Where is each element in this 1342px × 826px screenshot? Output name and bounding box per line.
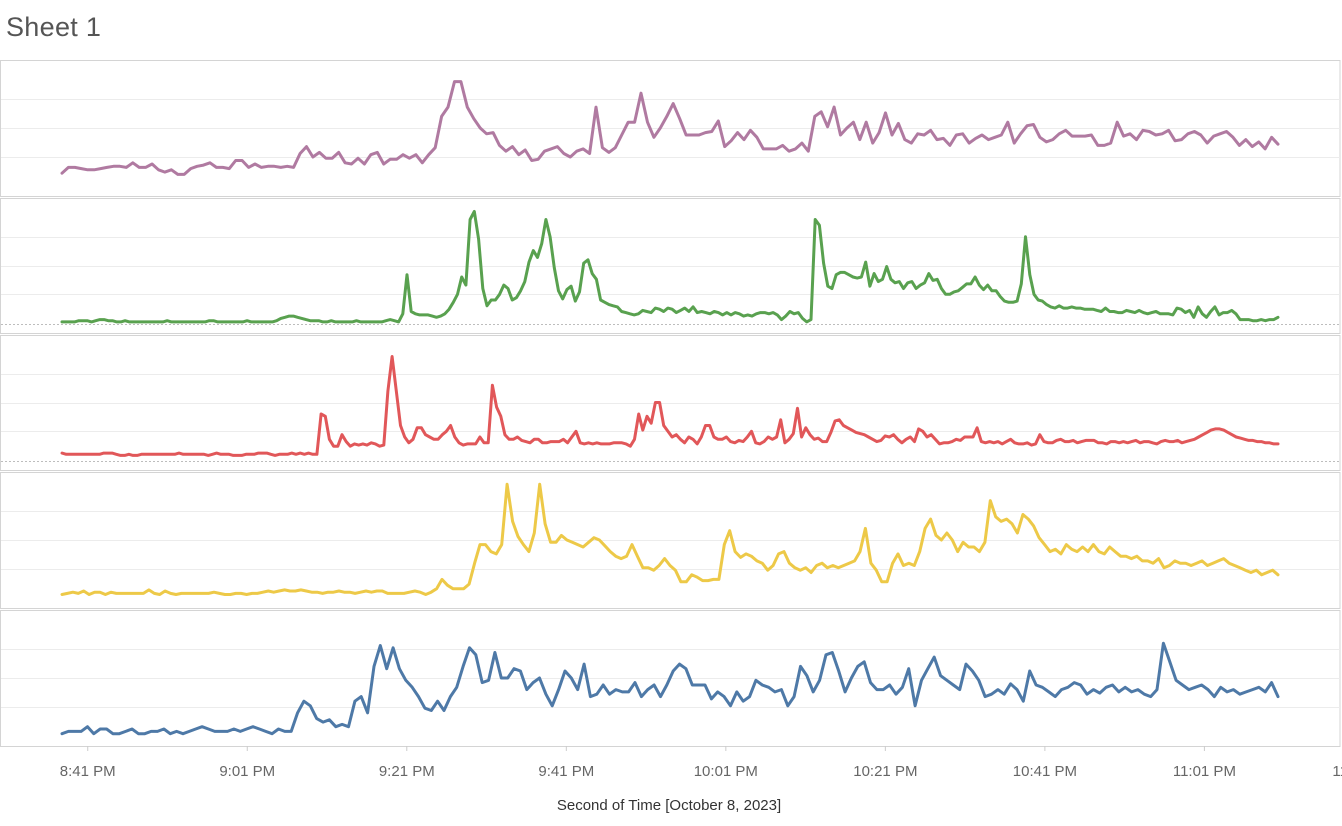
x-tick-label: 10:41 PM: [1013, 763, 1077, 780]
x-axis: 8:41 PM 9:01 PM 9:21 PM 9:41 PM 10:01 PM 10:2…: [60, 746, 1342, 780]
series-line-4: [60, 482, 1280, 596]
series-line-1: [60, 80, 1280, 176]
x-tick-label: 9:41 PM: [538, 763, 594, 780]
x-tick-label: 9:21 PM: [379, 763, 435, 780]
series-line-2: [60, 209, 1280, 324]
pane-1: [0, 60, 1341, 197]
series-line-5: [60, 641, 1280, 736]
x-axis-title: Second of Time [October 8, 2023]: [557, 797, 781, 814]
x-tick-label: 10:21 PM: [853, 763, 917, 780]
x-tick-label: 11:21 PM: [1332, 763, 1342, 780]
x-tick-label: 8:41 PM: [60, 763, 116, 780]
sheet-title: Sheet 1: [6, 12, 102, 42]
pane-2: [0, 198, 1341, 334]
pane-4: [0, 472, 1341, 609]
series-line-3: [60, 355, 1280, 457]
x-tick-label: 9:01 PM: [219, 763, 275, 780]
x-tick-label: 10:01 PM: [694, 763, 758, 780]
chart-panes: [0, 60, 1341, 747]
x-tick-label: 11:01 PM: [1173, 763, 1236, 780]
pane-3: [0, 335, 1341, 471]
pane-5: [0, 610, 1341, 747]
